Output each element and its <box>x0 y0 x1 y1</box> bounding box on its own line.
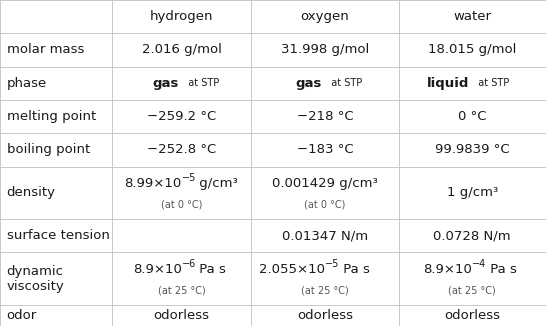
Text: liquid: liquid <box>427 77 470 90</box>
Text: molar mass: molar mass <box>7 43 84 56</box>
Text: 0.001429 g/cm³: 0.001429 g/cm³ <box>272 177 378 190</box>
Text: (at 25 °C): (at 25 °C) <box>158 285 205 295</box>
Text: dynamic
viscosity: dynamic viscosity <box>7 265 64 293</box>
Text: 8.9×10: 8.9×10 <box>133 263 181 276</box>
Text: odor: odor <box>7 309 37 322</box>
Text: 0 °C: 0 °C <box>458 110 486 123</box>
Text: 31.998 g/mol: 31.998 g/mol <box>281 43 369 56</box>
Text: Pa s: Pa s <box>486 263 517 276</box>
Text: density: density <box>7 186 56 200</box>
Text: (at 0 °C): (at 0 °C) <box>161 200 202 209</box>
Text: 0.01347 N/m: 0.01347 N/m <box>282 229 368 242</box>
Text: g/cm³: g/cm³ <box>195 177 238 190</box>
Text: −6: −6 <box>181 259 196 269</box>
Text: 2.055×10: 2.055×10 <box>259 263 325 276</box>
Text: water: water <box>453 10 491 23</box>
Text: oxygen: oxygen <box>300 10 349 23</box>
Text: 8.99×10: 8.99×10 <box>124 177 181 190</box>
Text: (at 25 °C): (at 25 °C) <box>448 285 496 295</box>
Text: −4: −4 <box>472 259 486 269</box>
Text: odorless: odorless <box>153 309 210 322</box>
Text: 99.9839 °C: 99.9839 °C <box>435 143 509 156</box>
Text: boiling point: boiling point <box>7 143 90 156</box>
Text: Pa s: Pa s <box>339 263 370 276</box>
Text: 18.015 g/mol: 18.015 g/mol <box>428 43 517 56</box>
Text: 2.016 g/mol: 2.016 g/mol <box>141 43 222 56</box>
Text: −5: −5 <box>181 173 196 183</box>
Text: odorless: odorless <box>297 309 353 322</box>
Text: at STP: at STP <box>325 78 362 88</box>
Text: −5: −5 <box>325 259 339 269</box>
Text: 1 g/cm³: 1 g/cm³ <box>447 186 498 200</box>
Text: (at 0 °C): (at 0 °C) <box>304 200 346 209</box>
Text: surface tension: surface tension <box>7 229 109 242</box>
Text: hydrogen: hydrogen <box>150 10 213 23</box>
Text: odorless: odorless <box>444 309 500 322</box>
Text: at STP: at STP <box>181 78 219 88</box>
Text: Pa s: Pa s <box>195 263 226 276</box>
Text: melting point: melting point <box>7 110 96 123</box>
Text: −259.2 °C: −259.2 °C <box>147 110 216 123</box>
Text: −218 °C: −218 °C <box>296 110 353 123</box>
Text: gas: gas <box>296 77 322 90</box>
Text: phase: phase <box>7 77 47 90</box>
Text: −252.8 °C: −252.8 °C <box>147 143 216 156</box>
Text: −183 °C: −183 °C <box>296 143 353 156</box>
Text: (at 25 °C): (at 25 °C) <box>301 285 349 295</box>
Text: at STP: at STP <box>472 78 509 88</box>
Text: 0.0728 N/m: 0.0728 N/m <box>434 229 511 242</box>
Text: gas: gas <box>152 77 179 90</box>
Text: 8.9×10: 8.9×10 <box>423 263 472 276</box>
